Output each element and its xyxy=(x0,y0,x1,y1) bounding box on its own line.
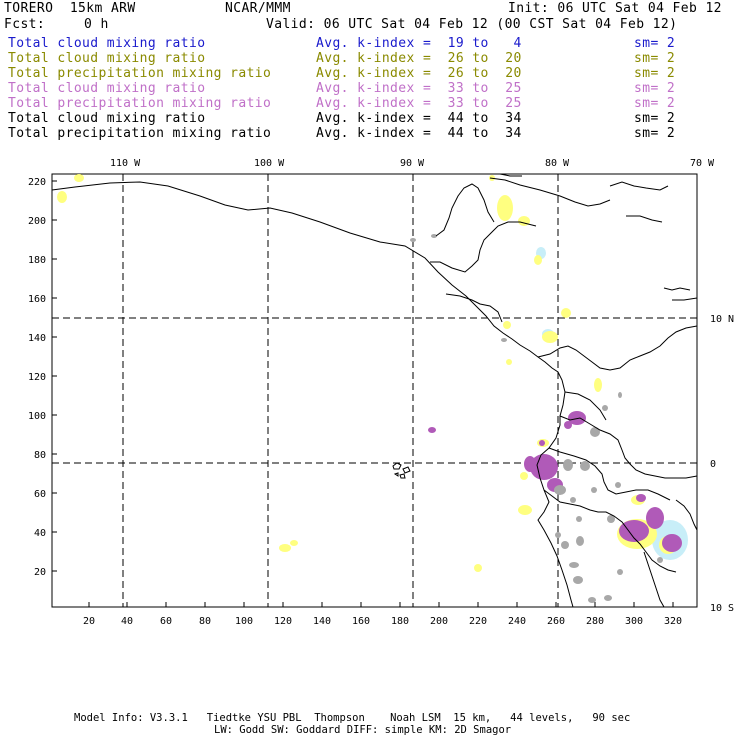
legend-kindex: Avg. k-index = 26 to 20 xyxy=(316,51,522,66)
legend-sm: sm= 2 xyxy=(634,111,676,126)
y-tick-label: 200 xyxy=(28,216,46,227)
legend-sm: sm= 2 xyxy=(634,96,676,111)
y-tick-label: 100 xyxy=(28,411,46,422)
legend-sm: sm= 2 xyxy=(634,51,676,66)
x-tick-label: 240 xyxy=(508,616,526,627)
model-info: Model Info: V3.3.1 Tiedtke YSU PBL Thomp… xyxy=(74,712,631,724)
plot-frame xyxy=(51,173,698,608)
init-time: Init: 06 UTC Sat 04 Feb 12 xyxy=(508,1,722,16)
x-tick-label: 20 xyxy=(83,616,95,627)
y-tick-label: 80 xyxy=(34,450,46,461)
y-tick-label: 180 xyxy=(28,255,46,266)
x-tick-label: 280 xyxy=(586,616,604,627)
legend-kindex: Avg. k-index = 44 to 34 xyxy=(316,126,522,141)
x-tick-label: 220 xyxy=(469,616,487,627)
lon-label: 100 W xyxy=(254,158,285,169)
legend-kindex: Avg. k-index = 33 to 25 xyxy=(316,96,522,111)
x-tick-label: 140 xyxy=(313,616,331,627)
y-tick-label: 20 xyxy=(34,567,46,578)
x-axis: 20 40 60 80 100 120 140 160 180 200 220 … xyxy=(83,602,682,627)
legend-sm: sm= 2 xyxy=(634,36,676,51)
x-tick-label: 40 xyxy=(121,616,133,627)
y-tick-label: 140 xyxy=(28,333,46,344)
x-tick-label: 160 xyxy=(352,616,370,627)
legend-field: Total precipitation mixing ratio xyxy=(8,126,272,141)
y-tick-label: 220 xyxy=(28,177,46,188)
legend-field: Total cloud mixing ratio xyxy=(8,111,206,126)
legend-kindex: Avg. k-index = 19 to 4 xyxy=(316,36,522,51)
fcst-value: 0 h xyxy=(84,17,109,32)
legend-sm: sm= 2 xyxy=(634,66,676,81)
legend-sm: sm= 2 xyxy=(634,81,676,96)
legend-kindex: Avg. k-index = 33 to 25 xyxy=(316,81,522,96)
legend-kindex: Avg. k-index = 44 to 34 xyxy=(316,111,522,126)
x-tick-label: 260 xyxy=(547,616,565,627)
lat-label: 10 S xyxy=(710,603,734,614)
x-tick-label: 80 xyxy=(199,616,211,627)
model-physics: LW: Godd SW: Goddard DIFF: simple KM: 2D… xyxy=(214,724,512,736)
fcst-label: Fcst: xyxy=(4,17,46,32)
purple-fields xyxy=(428,411,682,552)
legend-field: Total precipitation mixing ratio xyxy=(8,66,272,81)
x-tick-label: 300 xyxy=(625,616,643,627)
x-tick-label: 180 xyxy=(391,616,409,627)
y-tick-label: 60 xyxy=(34,489,46,500)
x-tick-label: 200 xyxy=(430,616,448,627)
x-tick-label: 60 xyxy=(160,616,172,627)
latlon-grid xyxy=(52,174,697,607)
lon-label: 90 W xyxy=(400,158,425,169)
valid-time: Valid: 06 UTC Sat 04 Feb 12 (00 CST Sat … xyxy=(266,17,678,32)
y-axis: 20 40 60 80 100 120 140 160 180 200 220 xyxy=(28,177,57,578)
x-tick-label: 320 xyxy=(664,616,682,627)
y-tick-label: 160 xyxy=(28,294,46,305)
legend-kindex: Avg. k-index = 26 to 20 xyxy=(316,66,522,81)
yellow-fields xyxy=(57,174,677,572)
x-tick-label: 100 xyxy=(235,616,253,627)
legend-sm: sm= 2 xyxy=(634,126,676,141)
lat-label: 10 N xyxy=(710,314,734,325)
light-blue-fields xyxy=(536,247,688,560)
legend-field: Total cloud mixing ratio xyxy=(8,81,206,96)
legend-field: Total cloud mixing ratio xyxy=(8,36,206,51)
x-tick-label: 120 xyxy=(274,616,292,627)
org-label: NCAR/MMM xyxy=(225,1,291,16)
lon-label: 80 W xyxy=(545,158,570,169)
lon-label: 110 W xyxy=(110,158,141,169)
y-tick-label: 120 xyxy=(28,372,46,383)
legend-field: Total precipitation mixing ratio xyxy=(8,96,272,111)
y-tick-label: 40 xyxy=(34,528,46,539)
lon-label: 70 W xyxy=(690,158,715,169)
lat-label: 0 xyxy=(710,459,716,470)
coastlines xyxy=(51,173,698,608)
gray-fields xyxy=(410,234,663,603)
legend-field: Total cloud mixing ratio xyxy=(8,51,206,66)
model-title: TORERO 15km ARW xyxy=(4,1,136,16)
